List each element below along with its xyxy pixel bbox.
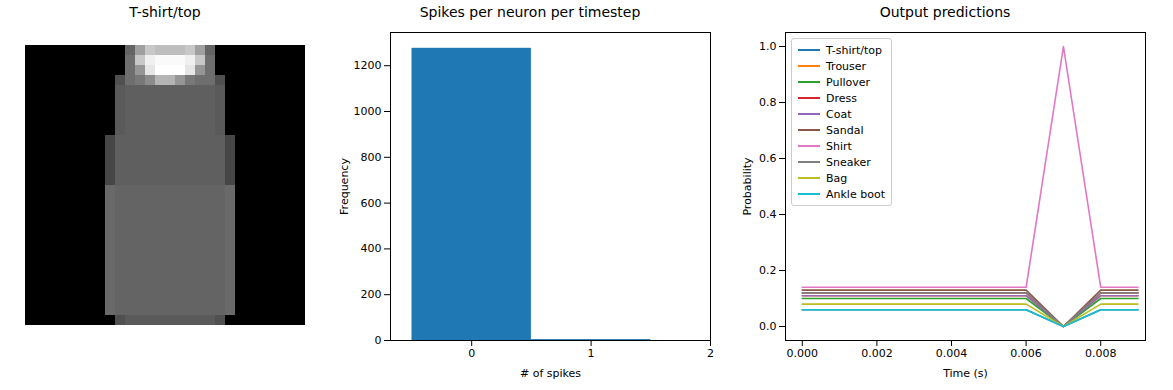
svg-text:Frequency: Frequency bbox=[338, 158, 351, 215]
svg-text:Probability: Probability bbox=[741, 157, 754, 216]
svg-text:Time (s): Time (s) bbox=[942, 367, 988, 380]
svg-text:1: 1 bbox=[588, 347, 595, 360]
svg-text:0: 0 bbox=[468, 347, 475, 360]
html-text:Trouser: Trouser bbox=[826, 59, 867, 73]
svg-text:200: 200 bbox=[361, 288, 382, 301]
html-text:Bag: Bag bbox=[826, 171, 848, 185]
html-text:Spikes per neuron per timestep: Spikes per neuron per timestep bbox=[419, 4, 641, 20]
svg-text:2: 2 bbox=[707, 347, 714, 360]
svg-text:0.6: 0.6 bbox=[759, 152, 777, 165]
svg-text:400: 400 bbox=[361, 242, 382, 255]
html-text:Dress: Dress bbox=[826, 91, 857, 105]
html-text:Pullover: Pullover bbox=[826, 75, 871, 89]
svg-text:0.004: 0.004 bbox=[936, 347, 968, 360]
svg-text:600: 600 bbox=[361, 197, 382, 210]
svg-text:0.002: 0.002 bbox=[861, 347, 893, 360]
svg-text:0.4: 0.4 bbox=[759, 208, 777, 221]
svg-text:0: 0 bbox=[375, 334, 382, 347]
svg-text:0.008: 0.008 bbox=[1085, 347, 1117, 360]
svg-text:0.000: 0.000 bbox=[787, 347, 819, 360]
html-text:Coat: Coat bbox=[826, 107, 852, 121]
svg-text:1.0: 1.0 bbox=[759, 40, 777, 53]
svg-text:0.006: 0.006 bbox=[1010, 347, 1042, 360]
html-text:Ankle boot: Ankle boot bbox=[826, 187, 885, 201]
html-text:T-shirt/top: T-shirt/top bbox=[826, 43, 882, 57]
svg-text:0.2: 0.2 bbox=[759, 264, 777, 277]
html-text:Sneaker: Sneaker bbox=[826, 155, 871, 169]
svg-text:0.8: 0.8 bbox=[759, 96, 777, 109]
html-text:Shirt: Shirt bbox=[826, 139, 852, 153]
svg-text:800: 800 bbox=[361, 151, 382, 164]
html-text:Sandal: Sandal bbox=[826, 123, 864, 137]
svg-text:1200: 1200 bbox=[354, 59, 382, 72]
html-text:T-shirt/top: T-shirt/top bbox=[129, 4, 201, 20]
svg-text:0.0: 0.0 bbox=[759, 320, 777, 333]
html-text:Output predictions: Output predictions bbox=[879, 4, 1011, 20]
svg-text:# of spikes: # of spikes bbox=[520, 367, 581, 380]
svg-text:1000: 1000 bbox=[354, 105, 382, 118]
